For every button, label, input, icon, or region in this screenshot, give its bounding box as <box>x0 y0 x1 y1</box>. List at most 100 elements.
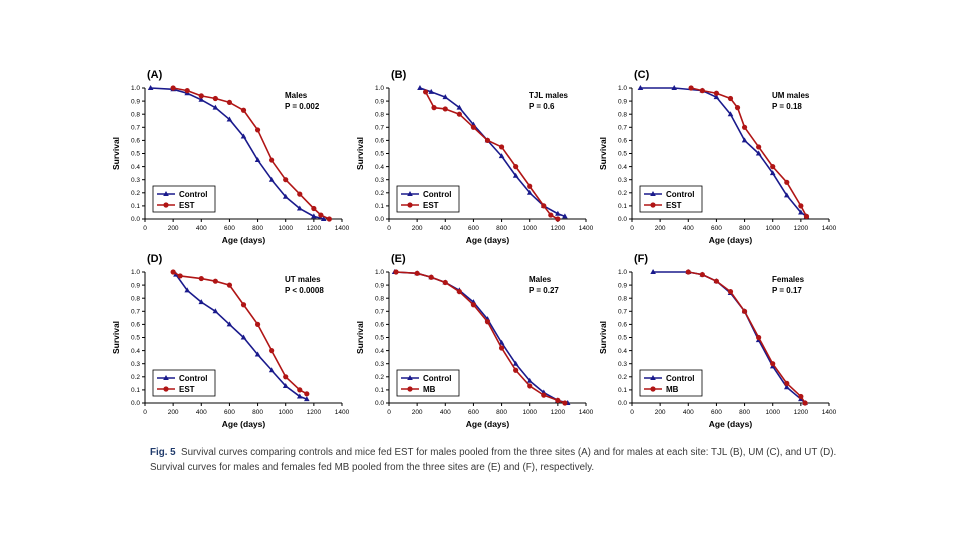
y-tick-label: 0.5 <box>618 335 627 342</box>
chart-panel-4: (D) 0.0 0.1 0.2 0.3 0.4 0.5 0.6 0.7 0.8 0.9 1.0 0 200… <box>111 253 350 429</box>
x-axis-label: Age (days) <box>709 419 753 429</box>
marker-est <box>431 105 437 111</box>
annotation-group: Males <box>529 275 552 284</box>
y-tick-label: 0.8 <box>131 295 140 302</box>
marker-mb <box>414 270 420 276</box>
x-axis-label: Age (days) <box>222 419 266 429</box>
x-tick-label: 800 <box>252 225 263 232</box>
y-tick-label: 0.1 <box>131 387 140 394</box>
marker-control <box>526 189 533 195</box>
x-tick-label: 400 <box>683 409 694 416</box>
marker-control <box>512 172 519 178</box>
legend-swatch-marker <box>650 202 656 208</box>
chart-panel-6: (F) 0.0 0.1 0.2 0.3 0.4 0.5 0.6 0.7 0.8 0.9 1.0 0 200… <box>598 253 837 429</box>
marker-est <box>283 374 289 380</box>
marker-control <box>456 104 463 110</box>
legend-box <box>152 185 216 213</box>
annotation-pvalue: P = 0.18 <box>772 102 802 111</box>
marker-mb <box>770 361 776 367</box>
marker-est <box>713 90 720 96</box>
marker-control <box>727 111 734 117</box>
legend-label: Control <box>423 374 451 383</box>
legend-label: Control <box>666 374 694 383</box>
marker-control <box>212 308 219 314</box>
y-tick-label: 0.7 <box>618 125 627 132</box>
y-tick-label: 0.4 <box>375 348 384 355</box>
marker-control <box>783 384 790 390</box>
annotation-pvalue: P = 0.002 <box>285 102 320 111</box>
y-tick-label: 0.3 <box>131 361 140 368</box>
y-tick-label: 0.1 <box>375 387 384 394</box>
legend-swatch-marker <box>407 202 413 208</box>
y-tick-label: 0.0 <box>131 400 140 407</box>
marker-control <box>442 94 449 100</box>
marker-control <box>147 85 154 90</box>
panel-label: (F) <box>634 253 648 265</box>
marker-mb <box>541 392 547 398</box>
marker-control <box>184 287 191 293</box>
annotation-group: TJL males <box>529 91 569 100</box>
legend-swatch-marker <box>163 386 169 392</box>
marker-est <box>727 95 734 102</box>
marker-control <box>226 116 233 122</box>
y-axis-label: Survival <box>111 137 121 170</box>
y-axis-label: Survival <box>111 321 121 354</box>
marker-control <box>671 85 678 90</box>
y-tick-label: 1.0 <box>131 85 140 92</box>
panel-label: (B) <box>391 69 407 81</box>
marker-control <box>798 209 804 215</box>
x-tick-label: 600 <box>468 225 479 232</box>
marker-control <box>240 334 247 340</box>
y-tick-label: 0.2 <box>375 190 384 197</box>
y-tick-label: 0.2 <box>618 374 627 381</box>
y-tick-label: 0.3 <box>375 361 384 368</box>
marker-control <box>713 94 720 100</box>
annotation-pvalue: P = 0.17 <box>772 286 802 295</box>
y-tick-label: 0.9 <box>618 98 627 105</box>
marker-est <box>456 111 462 117</box>
x-tick-label: 1000 <box>765 225 780 232</box>
x-tick-label: 600 <box>711 409 722 416</box>
marker-control <box>769 170 776 176</box>
annotation-group: UT males <box>285 275 321 284</box>
y-tick-label: 0.0 <box>131 216 140 223</box>
marker-mb <box>393 269 399 275</box>
annotation-group: Males <box>285 91 308 100</box>
y-tick-label: 0.1 <box>131 203 140 210</box>
marker-est <box>254 127 261 133</box>
y-tick-label: 0.6 <box>375 322 384 329</box>
marker-control <box>755 150 762 156</box>
y-tick-label: 0.7 <box>131 125 140 132</box>
panel-label: (D) <box>147 253 163 265</box>
marker-mb <box>727 289 734 295</box>
chart-panel-1: (A) 0.0 0.1 0.2 0.3 0.4 0.5 0.6 0.7 0.8 0.9 1.0 0 200… <box>111 69 350 245</box>
x-tick-label: 1000 <box>278 409 293 416</box>
x-tick-label: 200 <box>412 225 423 232</box>
y-tick-label: 0.8 <box>618 295 627 302</box>
legend-box <box>396 185 460 213</box>
x-tick-label: 800 <box>739 409 750 416</box>
chart-panel-3: (C) 0.0 0.1 0.2 0.3 0.4 0.5 0.6 0.7 0.8 0.9 1.0 0 200… <box>598 69 837 245</box>
panel-label: (E) <box>391 253 406 265</box>
y-tick-label: 1.0 <box>131 269 140 276</box>
marker-mb <box>470 302 477 308</box>
legend-label: EST <box>666 201 682 210</box>
marker-est <box>269 348 275 354</box>
marker-est <box>513 164 519 170</box>
marker-est <box>304 391 310 397</box>
marker-est <box>212 95 218 102</box>
y-tick-label: 0.4 <box>131 164 140 171</box>
y-tick-label: 1.0 <box>618 269 627 276</box>
legend-label: Control <box>666 190 694 199</box>
y-tick-label: 0.2 <box>375 374 384 381</box>
x-tick-label: 1200 <box>794 225 809 232</box>
marker-est <box>240 107 247 113</box>
x-tick-label: 400 <box>683 225 694 232</box>
y-axis-label: Survival <box>598 321 608 354</box>
marker-control <box>296 393 303 399</box>
x-tick-label: 400 <box>440 409 451 416</box>
x-tick-label: 600 <box>468 409 479 416</box>
chart-panel-5: (E) 0.0 0.1 0.2 0.3 0.4 0.5 0.6 0.7 0.8 0.9 1.0 0 200… <box>355 253 594 429</box>
y-tick-label: 0.4 <box>618 348 627 355</box>
marker-control <box>320 216 327 221</box>
